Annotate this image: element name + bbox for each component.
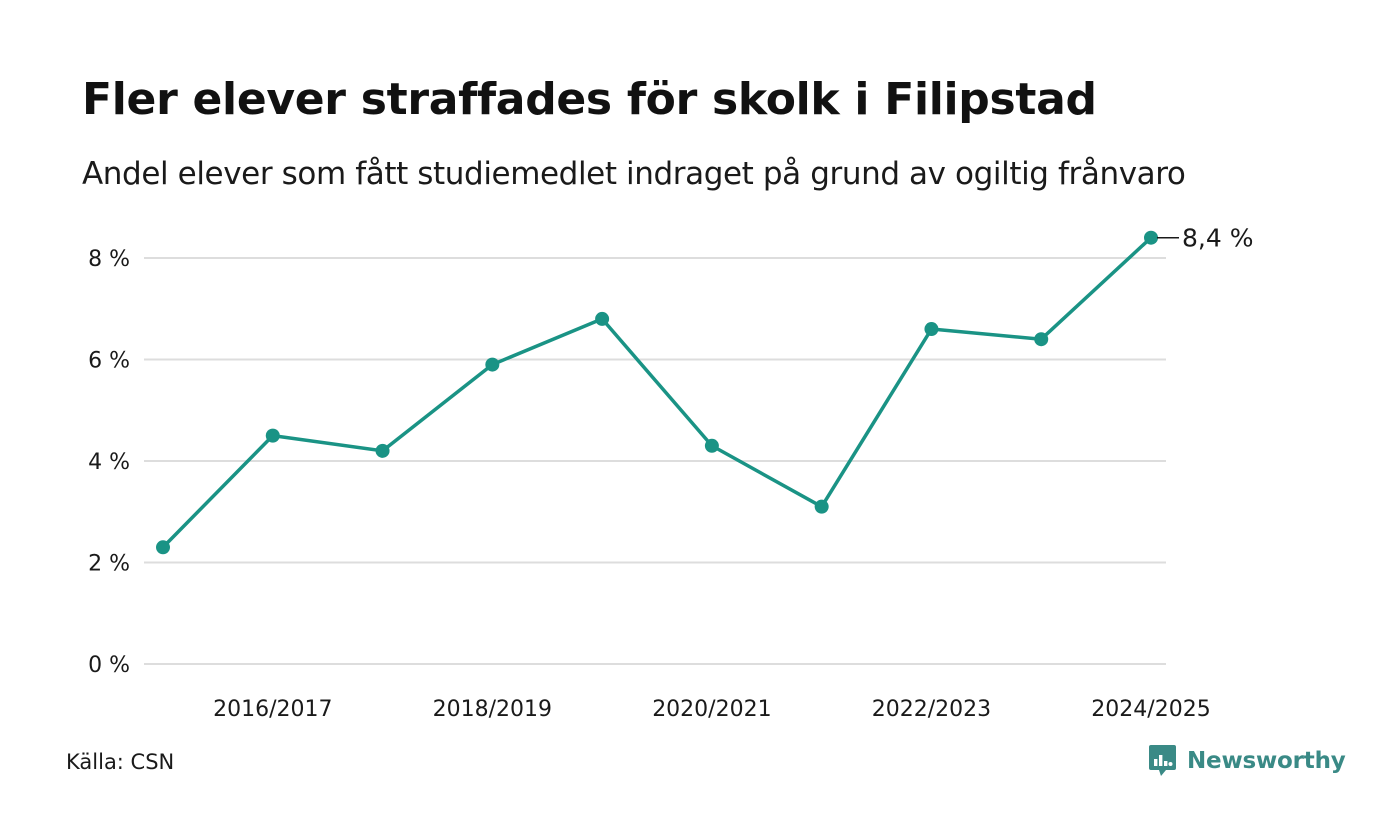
newsworthy-logo-icon (1149, 745, 1176, 776)
series-line (161, 235, 1153, 550)
x-tick-label: 2020/2021 (652, 697, 771, 722)
end-value-label-group: 8,4 % (1157, 224, 1253, 253)
grid-lines (144, 257, 1166, 665)
x-tick-label: 2018/2019 (433, 697, 552, 722)
series-line-group (161, 235, 1153, 550)
chart-subtitle: Andel elever som fått studiemedlet indra… (82, 156, 1186, 192)
data-point (704, 438, 719, 453)
y-tick-label: 4 % (88, 450, 130, 475)
data-point (375, 443, 390, 458)
data-point (1144, 230, 1158, 245)
y-tick-label: 8 % (88, 247, 130, 272)
y-tick-label: 6 % (88, 349, 130, 374)
y-axis-tick-labels: 0 % 2 % 4 % 6 % 8 % (88, 247, 130, 678)
y-tick-label: 0 % (88, 653, 130, 678)
x-tick-label: 2016/2017 (213, 697, 332, 722)
chart-title: Fler elever straffades för skolk i Filip… (82, 74, 1097, 125)
data-point (485, 357, 500, 372)
data-points (156, 230, 1158, 555)
data-point (814, 499, 829, 514)
data-point (1034, 332, 1049, 347)
brand-name: Newsworthy (1187, 748, 1346, 774)
data-point (595, 311, 610, 326)
data-point (265, 428, 280, 443)
brand-logo: Newsworthy (1148, 744, 1346, 778)
y-tick-label: 2 % (88, 552, 130, 577)
x-tick-label: 2024/2025 (1091, 697, 1210, 722)
x-axis-tick-labels: 2016/2017 2018/2019 2020/2021 2022/2023 2024… (213, 697, 1211, 722)
end-value-label: 8,4 % (1182, 224, 1253, 253)
x-tick-label: 2022/2023 (872, 697, 991, 722)
data-point (156, 540, 170, 555)
data-point (924, 322, 939, 337)
source-note: Källa: CSN (66, 750, 175, 774)
